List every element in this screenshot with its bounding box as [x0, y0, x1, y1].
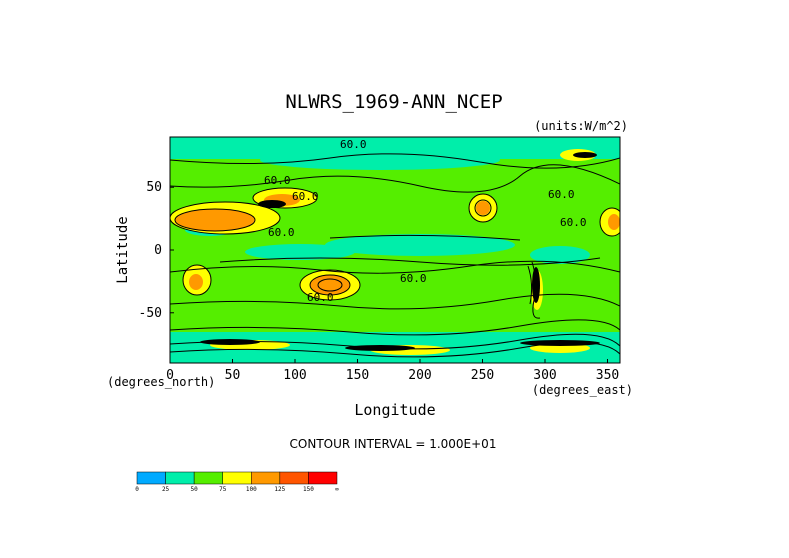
contour-value-label: 60.0	[340, 138, 367, 151]
colorbar-tick-label: 75	[219, 486, 227, 493]
x-tick-label: 0	[166, 368, 174, 383]
contour-line	[474, 199, 492, 217]
north-polar-patch	[260, 150, 500, 170]
contour-line	[317, 278, 343, 292]
x-axis: 0 50 100 150 200 250 300 350	[166, 359, 619, 383]
contour-value-label: 60.0	[264, 174, 291, 187]
equatorial-band-west	[245, 244, 355, 260]
colorbar-swatch	[165, 471, 195, 485]
x-tick-label: 50	[225, 368, 241, 383]
x-tick-label: 150	[346, 368, 369, 383]
contour-line	[252, 187, 318, 209]
y-tick-label: -50	[139, 306, 162, 321]
y-tick-label: 0	[154, 243, 162, 258]
contour-value-label: 60.0	[400, 272, 427, 285]
contour-line	[170, 153, 620, 169]
colorbar-tick-label: 25	[162, 486, 170, 493]
x-axis-unit: (degrees_east)	[532, 383, 633, 397]
x-tick-label: 300	[533, 368, 556, 383]
map-field: 60.0 60.0 60.0 60.0 60.0 60.0 60.0 60.0	[170, 137, 620, 363]
contour-line	[170, 201, 281, 235]
contour-line	[170, 260, 620, 274]
contour-value-label: 60.0	[560, 216, 587, 229]
contour-line	[468, 193, 498, 223]
contour-line	[170, 164, 620, 193]
contour-value-label: 60.0	[268, 226, 295, 239]
dense-contour-cluster	[532, 267, 540, 303]
contour-line	[527, 265, 533, 305]
contour-line	[329, 234, 521, 241]
north-polar-band	[170, 137, 620, 159]
colorbar-tick-label: 150	[303, 486, 314, 493]
contour-value-label: 60.0	[548, 188, 575, 201]
dense-contour-cluster	[573, 152, 597, 158]
colorbar-swatch	[222, 471, 252, 485]
contour-line	[299, 269, 361, 301]
dense-contour-cluster	[345, 345, 415, 351]
dense-contour-clusters	[200, 152, 600, 351]
dense-contour-cluster	[520, 340, 600, 346]
contour-line	[170, 293, 620, 310]
contour-line	[219, 257, 601, 266]
colorbar-swatch	[279, 471, 309, 485]
north-america-hot	[476, 201, 490, 215]
contour-line	[170, 319, 620, 336]
colorbar-swatch	[136, 471, 166, 485]
dense-contour-cluster	[200, 339, 260, 345]
color-legend: 0 25 50 75 100 125 150 ∞	[135, 471, 339, 493]
australia-hot	[310, 275, 350, 295]
x-tick-label: 350	[596, 368, 619, 383]
colorbar-swatch	[251, 471, 281, 485]
tropical-patch-2	[530, 246, 590, 264]
x-tick-label: 200	[408, 368, 431, 383]
x-tick-label: 250	[471, 368, 494, 383]
sahara-arabia-hot	[175, 209, 255, 231]
contour-value-label: 60.0	[307, 291, 334, 304]
contour-line	[174, 208, 256, 232]
x-axis-label: Longitude	[354, 401, 435, 419]
contour-value-label: 60.0	[292, 190, 319, 203]
dense-contour-cluster	[258, 200, 286, 208]
mexico-hot	[608, 214, 620, 230]
southern-africa-hot	[189, 274, 203, 290]
colorbar-swatch	[308, 471, 338, 485]
contour-line	[599, 207, 620, 237]
equatorial-band	[325, 234, 515, 256]
y-axis-label: Latitude	[115, 216, 131, 283]
colorbar-tick-label: 50	[191, 486, 199, 493]
y-tick-label: 50	[146, 180, 162, 195]
contour-line	[309, 274, 351, 296]
colorbar-tick-label: 125	[274, 486, 285, 493]
y-axis-unit: (degrees_north)	[107, 375, 215, 389]
units-label: (units:W/m^2)	[534, 119, 628, 133]
contour-line	[182, 264, 212, 296]
colorbar-tick-label: ∞	[335, 486, 339, 493]
y-axis: 50 0 -50	[139, 180, 174, 321]
chart-title: NLWRS_1969-ANN_NCEP	[285, 91, 502, 113]
contour-interval-text: CONTOUR INTERVAL = 1.000E+01	[290, 437, 497, 451]
x-tick-label: 100	[283, 368, 306, 383]
colorbar-swatch	[193, 471, 223, 485]
colorbar-tick-label: 0	[135, 486, 139, 493]
colorbar-tick-label: 100	[246, 486, 257, 493]
